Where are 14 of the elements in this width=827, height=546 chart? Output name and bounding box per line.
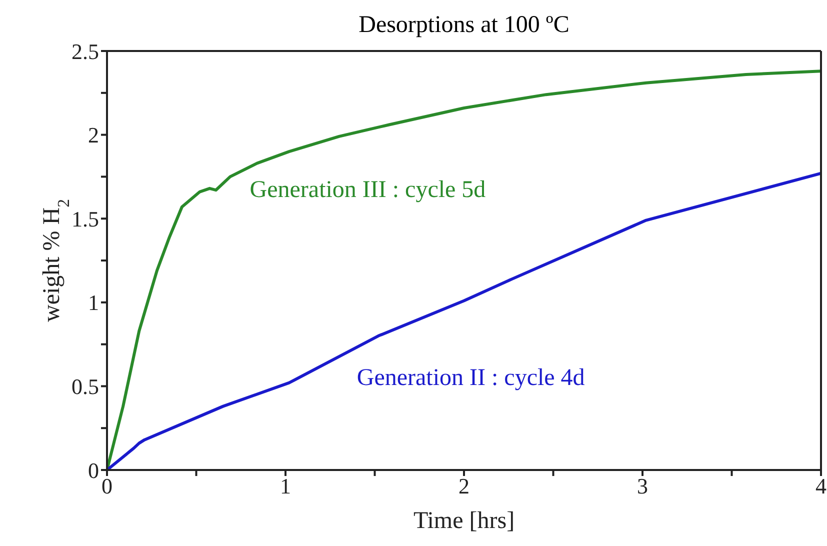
series-label: Generation III : cycle 5d	[250, 176, 486, 204]
x-tick-label: 4	[816, 474, 826, 499]
y-tick-label: 1	[88, 290, 99, 316]
y-tick-label: 0	[88, 458, 99, 483]
y-tick-label: 2.5	[72, 38, 99, 64]
x-tick-label: 2	[458, 474, 470, 499]
chart-title: Desorptions at 100 ºC	[358, 12, 570, 39]
x-tick-label: 3	[637, 474, 648, 499]
y-tick-label: 0.5	[72, 374, 99, 400]
x-tick-label: 1	[280, 474, 291, 499]
series-label: Generation II : cycle 4d	[356, 365, 585, 392]
y-tick-label: 2	[88, 122, 99, 148]
y-tick-label: 1.5	[72, 206, 99, 232]
x-axis-title: Time [hrs]	[413, 508, 515, 534]
